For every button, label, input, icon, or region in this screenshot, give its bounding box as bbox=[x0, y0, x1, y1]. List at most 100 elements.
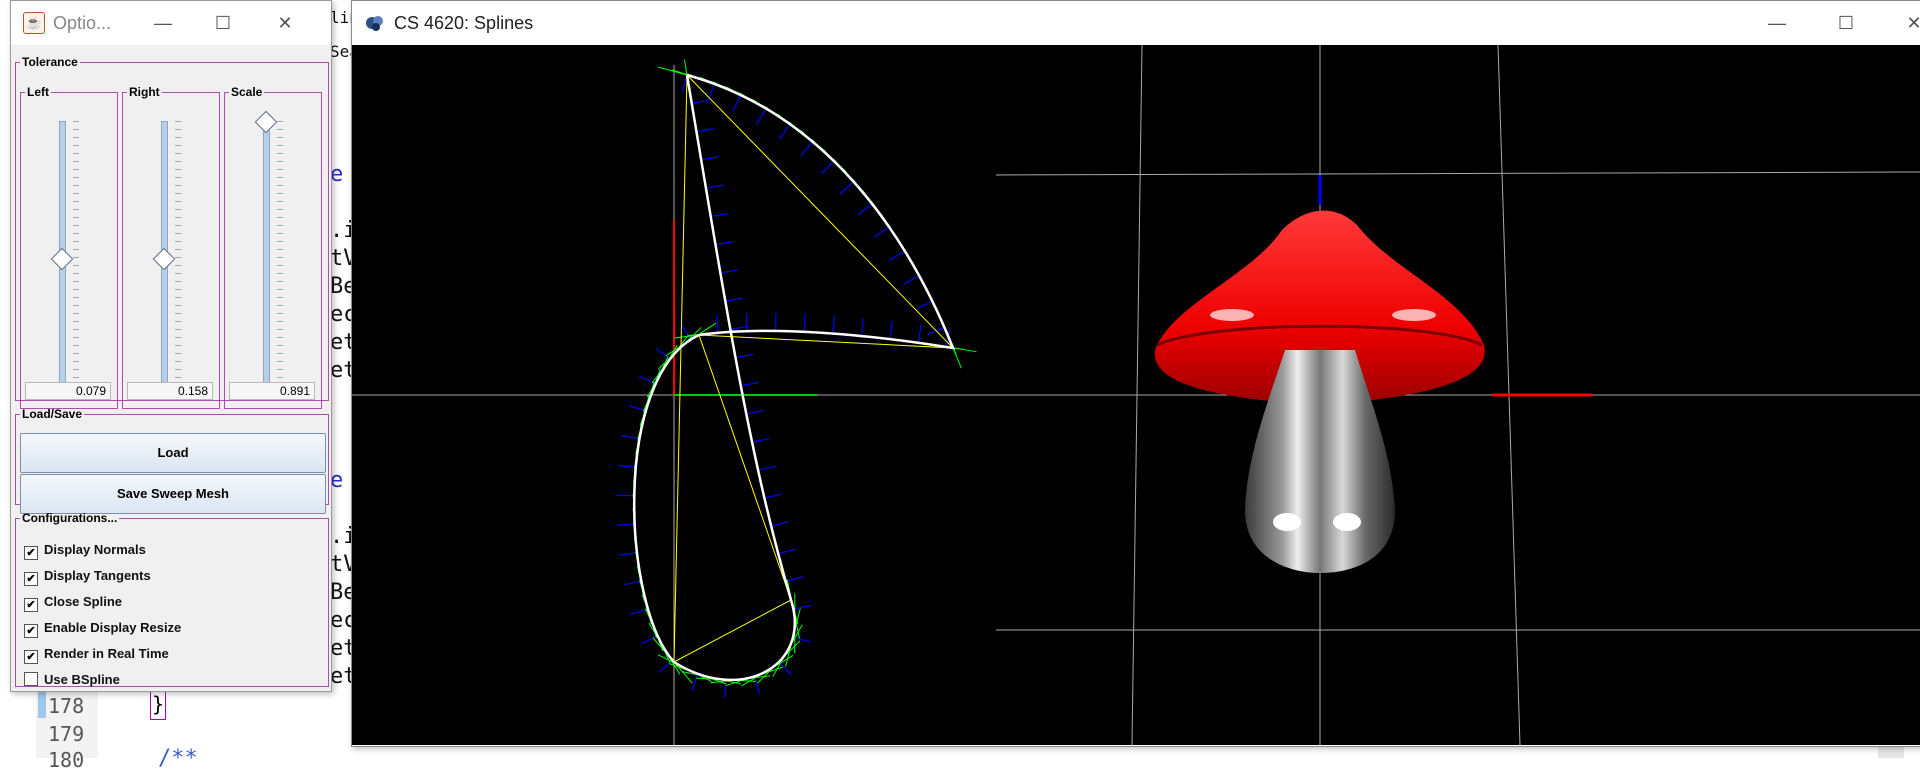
slider-ticks bbox=[73, 121, 79, 395]
normal-line bbox=[696, 129, 714, 132]
normal-line bbox=[758, 466, 776, 470]
maximize-button[interactable]: ☐ bbox=[203, 9, 243, 37]
normal-line bbox=[916, 301, 932, 309]
normal-line bbox=[641, 636, 657, 643]
normal-line bbox=[801, 142, 813, 156]
normal-line bbox=[717, 315, 719, 333]
normal-line bbox=[780, 124, 790, 139]
group-label: Tolerance bbox=[20, 55, 80, 69]
slider-value: 0.079 bbox=[25, 382, 111, 400]
checkbox-box[interactable]: ✔ bbox=[24, 624, 38, 638]
normal-line bbox=[720, 270, 738, 273]
splines-window: CS 4620: Splines — ☐ ✕ bbox=[351, 0, 1920, 747]
normal-line bbox=[903, 276, 919, 285]
checkbox-box[interactable]: ✔ bbox=[24, 598, 38, 612]
normal-line bbox=[862, 318, 864, 336]
load-button[interactable]: Load bbox=[20, 433, 326, 473]
enable-display-resize-checkbox[interactable]: ✔Enable Display Resize bbox=[24, 617, 181, 639]
checkbox-box[interactable]: ✔ bbox=[24, 546, 38, 560]
normal-line bbox=[764, 494, 782, 498]
minimize-button[interactable]: — bbox=[143, 9, 183, 37]
checkbox-box[interactable]: ✔ bbox=[24, 572, 38, 586]
slider-label: Left bbox=[25, 85, 51, 99]
normal-line bbox=[716, 242, 734, 245]
options-titlebar[interactable]: ☕ Optio... — ☐ ✕ bbox=[11, 1, 331, 45]
close-button[interactable]: ✕ bbox=[1894, 9, 1920, 37]
comment-start: /** bbox=[158, 746, 198, 771]
normal-line bbox=[659, 661, 673, 673]
app-icon bbox=[364, 13, 386, 33]
normal-line bbox=[617, 524, 635, 525]
checkbox-box[interactable] bbox=[24, 672, 38, 686]
display-tangents-checkbox[interactable]: ✔ Display Tangents bbox=[24, 565, 151, 587]
close-spline-checkbox[interactable]: ✔Close Spline bbox=[24, 591, 122, 613]
use-bspline-checkbox[interactable]: Use BSpline bbox=[24, 669, 120, 691]
render-canvas[interactable] bbox=[352, 45, 1920, 745]
normal-line bbox=[736, 354, 754, 357]
normal-line bbox=[706, 185, 724, 188]
current-line-marker bbox=[38, 692, 46, 718]
slider-right: Right 0.158 bbox=[122, 85, 220, 409]
normal-line bbox=[752, 438, 770, 442]
normal-line bbox=[618, 465, 636, 467]
normal-line bbox=[624, 581, 642, 584]
slider-track[interactable] bbox=[263, 121, 270, 397]
normal-line bbox=[725, 298, 743, 301]
slider-left: Left 0.079 bbox=[20, 85, 118, 409]
maximize-button[interactable]: ☐ bbox=[1826, 9, 1866, 37]
slider-value: 0.158 bbox=[127, 382, 213, 400]
stem-highlight bbox=[1273, 513, 1301, 531]
slider-ticks bbox=[277, 121, 283, 395]
slider-scale: Scale 0.891 bbox=[224, 85, 322, 409]
normal-line bbox=[757, 109, 766, 124]
normal-line bbox=[754, 676, 760, 693]
normal-line bbox=[804, 314, 805, 332]
slider-ticks bbox=[175, 121, 181, 395]
stem-highlight bbox=[1333, 513, 1361, 531]
slider-thumb[interactable] bbox=[255, 111, 278, 134]
options-window: ☕ Optio... — ☐ ✕ Tolerance Left 0.079 Ri… bbox=[10, 0, 332, 692]
normal-line bbox=[786, 577, 803, 582]
normal-line bbox=[840, 182, 853, 194]
configurations-group: Configurations... ✔ Display Normals ✔ Disp… bbox=[15, 511, 329, 687]
normal-line bbox=[639, 376, 655, 383]
spline-view[interactable] bbox=[352, 60, 996, 745]
normal-line bbox=[890, 321, 892, 339]
checkbox-label: Render in Real Time bbox=[44, 646, 169, 661]
normal-line bbox=[874, 227, 889, 237]
normal-line bbox=[730, 326, 748, 329]
checkbox-box[interactable]: ✔ bbox=[24, 650, 38, 664]
cap-highlight bbox=[1392, 309, 1436, 321]
checkbox-label: Display Normals bbox=[44, 542, 146, 557]
normal-line bbox=[793, 605, 811, 609]
window-title: CS 4620: Splines bbox=[394, 13, 533, 34]
save-sweep-mesh-button[interactable]: Save Sweep Mesh bbox=[20, 474, 326, 514]
normal-line bbox=[711, 213, 729, 216]
line-number: 178 bbox=[48, 694, 84, 718]
closing-brace: } bbox=[150, 690, 166, 720]
control-polygon bbox=[674, 75, 953, 662]
normal-line bbox=[701, 157, 719, 160]
spline-curve bbox=[634, 75, 953, 680]
checkbox-label: Display Tangents bbox=[44, 568, 151, 583]
normal-line bbox=[778, 549, 795, 554]
splines-titlebar[interactable]: CS 4620: Splines — ☐ ✕ bbox=[352, 1, 1920, 45]
normal-line bbox=[746, 411, 764, 415]
normal-line bbox=[622, 436, 640, 439]
minimize-button[interactable]: — bbox=[1757, 9, 1797, 37]
normal-line bbox=[741, 382, 759, 385]
normal-line bbox=[733, 95, 741, 111]
render-in-real-time-checkbox[interactable]: ✔ Render in Real Time bbox=[24, 643, 169, 665]
line-number: 180 bbox=[48, 748, 84, 772]
slider-thumb[interactable] bbox=[51, 248, 74, 271]
group-label: Configurations... bbox=[20, 511, 119, 525]
java-app-icon: ☕ bbox=[23, 12, 45, 34]
normal-line bbox=[833, 316, 834, 334]
group-label: Load/Save bbox=[20, 407, 84, 421]
slider-value: 0.891 bbox=[229, 382, 315, 400]
window-title: Optio... bbox=[53, 13, 111, 34]
close-button[interactable]: ✕ bbox=[265, 9, 305, 37]
display-normals-checkbox[interactable]: ✔ Display Normals bbox=[24, 539, 146, 561]
sweep-view[interactable] bbox=[996, 45, 1920, 745]
slider-thumb[interactable] bbox=[153, 248, 176, 271]
